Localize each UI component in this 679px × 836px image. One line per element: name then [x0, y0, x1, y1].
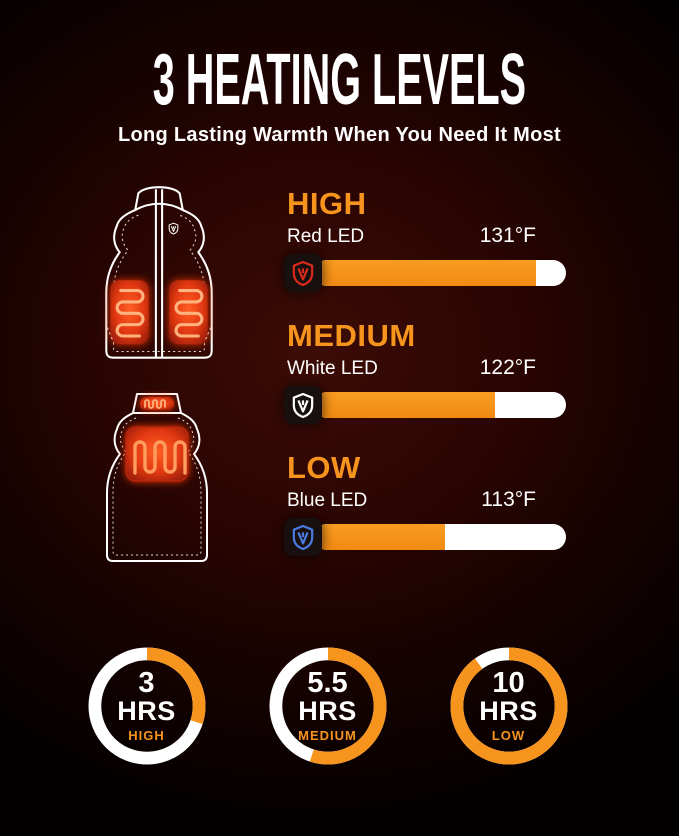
level-low-bar — [284, 518, 566, 556]
vest-back-collar-pad — [140, 397, 174, 410]
runtime-ring-low: 10 HRS LOW — [449, 647, 568, 765]
level-high-bar — [284, 254, 566, 292]
vest-back-stitching — [112, 417, 202, 556]
vest-front-stitching — [113, 214, 205, 353]
vest-front-illustration — [105, 186, 213, 359]
runtime-low-unit: HRS — [479, 696, 538, 726]
level-low: LOW Blue LED 113°F — [284, 451, 566, 556]
shield-led-icon-red — [284, 254, 322, 292]
level-low-bar-fill — [314, 524, 446, 550]
level-medium-led-label: White LED — [287, 358, 378, 379]
runtime-medium-hours: 5.5 — [307, 667, 348, 699]
runtime-ring-high-arc — [87, 647, 206, 765]
level-low-bar-track — [314, 524, 566, 550]
level-medium: MEDIUM White LED 122°F — [284, 319, 566, 424]
shield-led-icon-white — [284, 386, 322, 424]
vest-back-outline — [106, 412, 208, 562]
level-medium-temperature: 122°F — [479, 356, 536, 379]
vest-back-heating-pad — [125, 426, 189, 482]
runtime-low-level: LOW — [491, 728, 526, 743]
page-subtitle: Long Lasting Warmth When You Need It Mos… — [117, 124, 562, 146]
runtime-high-unit: HRS — [117, 696, 176, 726]
level-high: HIGH Red LED 131°F — [284, 187, 566, 292]
runtime-high-hours: 3 — [138, 667, 155, 699]
level-high-title: HIGH — [287, 186, 367, 221]
level-medium-bar-track — [314, 392, 566, 418]
runtime-ring-high: 3 HRS HIGH — [87, 647, 206, 765]
vest-illustrations — [84, 169, 242, 583]
runtime-ring-medium-arc — [268, 647, 387, 765]
level-low-title: LOW — [287, 450, 361, 485]
runtime-low-hours: 10 — [492, 667, 525, 699]
page-title: 3 HEATING LEVELS — [152, 40, 527, 120]
level-high-bar-track — [314, 260, 566, 286]
level-low-led-label: Blue LED — [287, 490, 368, 511]
level-medium-title: MEDIUM — [287, 318, 416, 353]
heating-levels-list: HIGH Red LED 131°F MEDIUM White LED — [284, 169, 566, 583]
vest-front-heating-pads — [110, 280, 208, 345]
level-medium-bar-fill — [314, 392, 496, 418]
level-high-led-label: Red LED — [287, 226, 365, 247]
level-high-temperature: 131°F — [479, 224, 536, 247]
level-medium-bar — [284, 386, 566, 424]
runtime-high-level: HIGH — [128, 728, 165, 743]
vest-front-zipper — [154, 189, 164, 358]
vest-front-outline — [105, 208, 213, 359]
runtime-ring-low-arc — [449, 647, 568, 765]
header: 3 HEATING LEVELS Long Lasting Warmth Whe… — [0, 0, 679, 147]
runtime-medium-unit: HRS — [298, 696, 357, 726]
main-section: HIGH Red LED 131°F MEDIUM White LED — [0, 169, 679, 583]
runtime-rings: 3 HRS HIGH 5.5 HRS MEDIUM 10 HRS LOW — [0, 647, 679, 765]
vest-front-collar — [133, 186, 185, 212]
level-high-bar-fill — [314, 260, 536, 286]
runtime-medium-level: MEDIUM — [298, 728, 357, 743]
vest-back-illustration — [106, 393, 208, 562]
brand-shield-icon — [168, 222, 179, 235]
runtime-ring-medium: 5.5 HRS MEDIUM — [268, 647, 387, 765]
shield-led-icon-blue — [284, 518, 322, 556]
level-low-temperature: 113°F — [481, 488, 536, 511]
